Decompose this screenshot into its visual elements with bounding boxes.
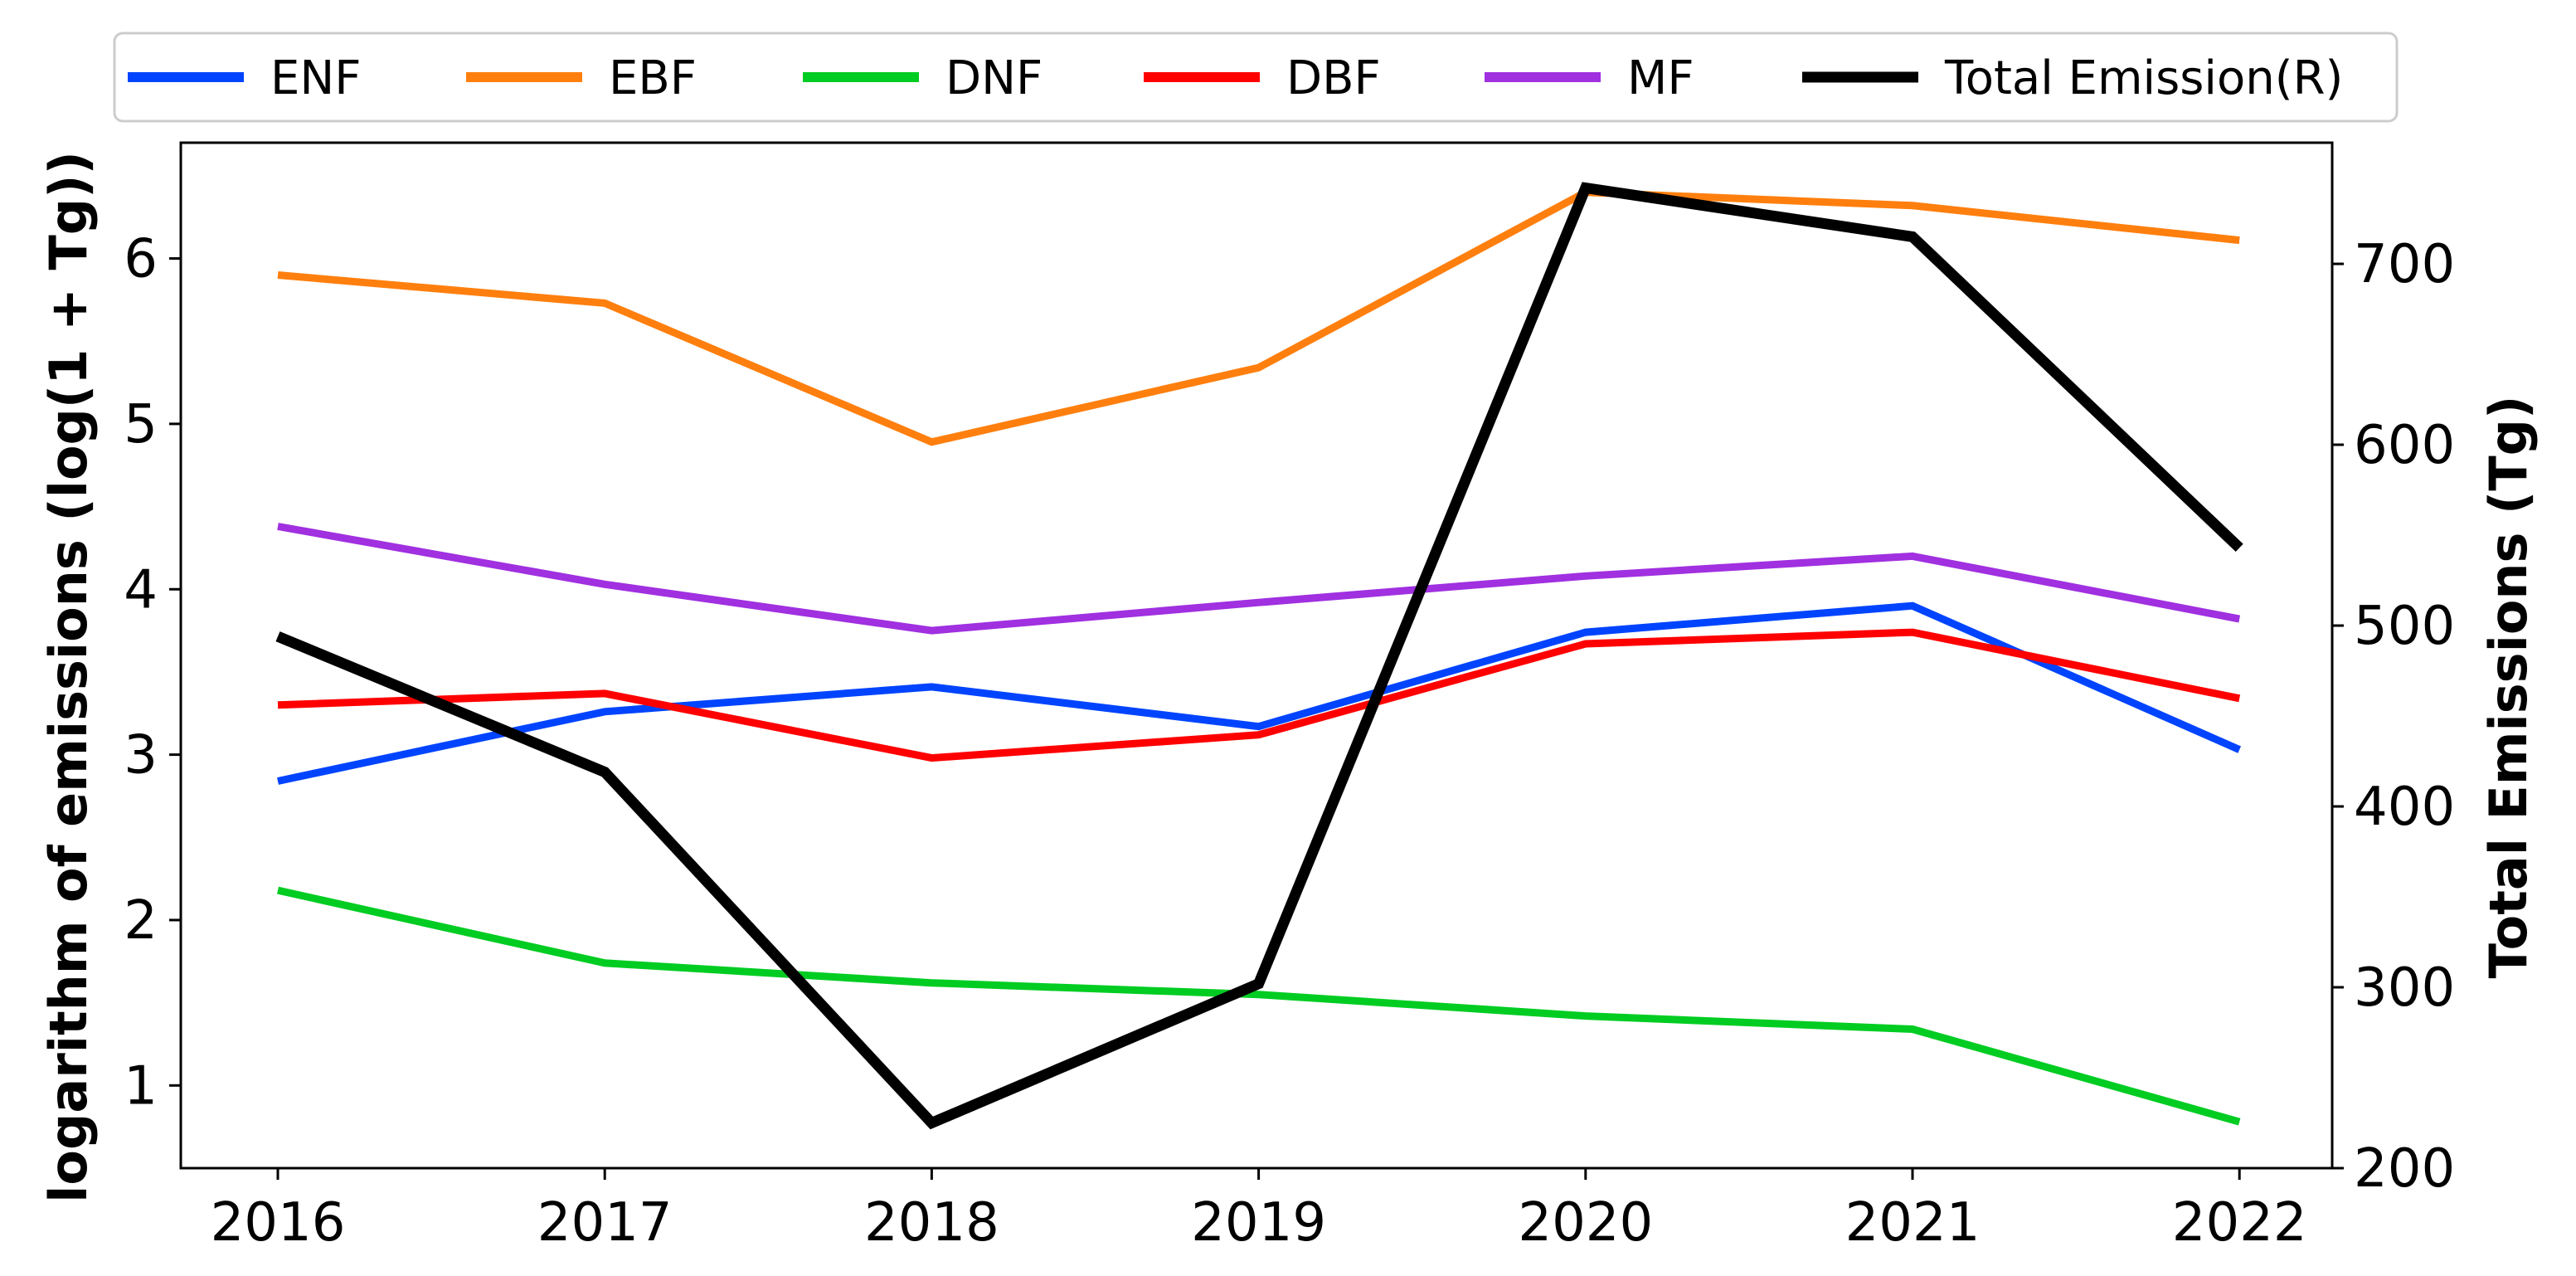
legend-label-ebf: EBF bbox=[609, 51, 697, 105]
series-line-ebf bbox=[277, 188, 2240, 446]
series-line-total-emission-r bbox=[275, 182, 2243, 1130]
x-tick-label-2017: 2017 bbox=[537, 1192, 673, 1254]
x-tick-label-2019: 2019 bbox=[1191, 1192, 1326, 1254]
y-axis-left-label: logarithm of emissions (log(1 + Tg)) bbox=[38, 151, 99, 1203]
series-line-dnf bbox=[277, 886, 2241, 1126]
y-right-tick-label-300: 300 bbox=[2354, 957, 2455, 1019]
series-line-mf bbox=[277, 523, 2241, 635]
legend-label-dbf: DBF bbox=[1286, 51, 1381, 105]
y-right-tick-label-500: 500 bbox=[2354, 596, 2455, 657]
axes: 2016 2017 2018 2019 2020 2021 2022 1 2 3 4 5 6 200 300… bbox=[38, 141, 2539, 1254]
x-tick-label-2022: 2022 bbox=[2172, 1192, 2307, 1254]
x-tick-label-2021: 2021 bbox=[1845, 1192, 1981, 1254]
series-lines bbox=[275, 182, 2243, 1130]
x-tick-label-2016: 2016 bbox=[211, 1192, 346, 1254]
legend-label-enf: ENF bbox=[270, 51, 361, 105]
y-left-tick-label-1: 1 bbox=[124, 1055, 158, 1117]
legend-label-total-emission-r: Total Emission(R) bbox=[1944, 51, 2343, 105]
series-line-enf bbox=[277, 601, 2242, 785]
x-tick-label-2018: 2018 bbox=[864, 1192, 999, 1254]
x-tick-label-2020: 2020 bbox=[1518, 1192, 1653, 1254]
y-left-tick-label-3: 3 bbox=[124, 725, 158, 787]
y-right-tick-label-600: 600 bbox=[2354, 415, 2455, 476]
y-right-tick-label-700: 700 bbox=[2354, 234, 2455, 295]
series-line-dbf bbox=[277, 628, 2241, 762]
y-right-tick-label-200: 200 bbox=[2354, 1138, 2455, 1200]
legend-label-dnf: DNF bbox=[945, 51, 1043, 105]
legend-label-mf: MF bbox=[1627, 51, 1694, 105]
y-left-tick-label-2: 2 bbox=[124, 890, 158, 952]
y-left-tick-label-5: 5 bbox=[124, 394, 158, 455]
y-left-tick-label-4: 4 bbox=[124, 559, 158, 621]
legend: ENF EBF DNF DBF MF Total Emission(R) bbox=[113, 32, 2399, 123]
y-axis-right-label: Total Emissions (Tg) bbox=[2478, 396, 2539, 979]
plot-frame bbox=[179, 141, 2334, 1170]
y-right-tick-label-400: 400 bbox=[2354, 777, 2455, 838]
y-left-tick-label-6: 6 bbox=[124, 229, 158, 290]
